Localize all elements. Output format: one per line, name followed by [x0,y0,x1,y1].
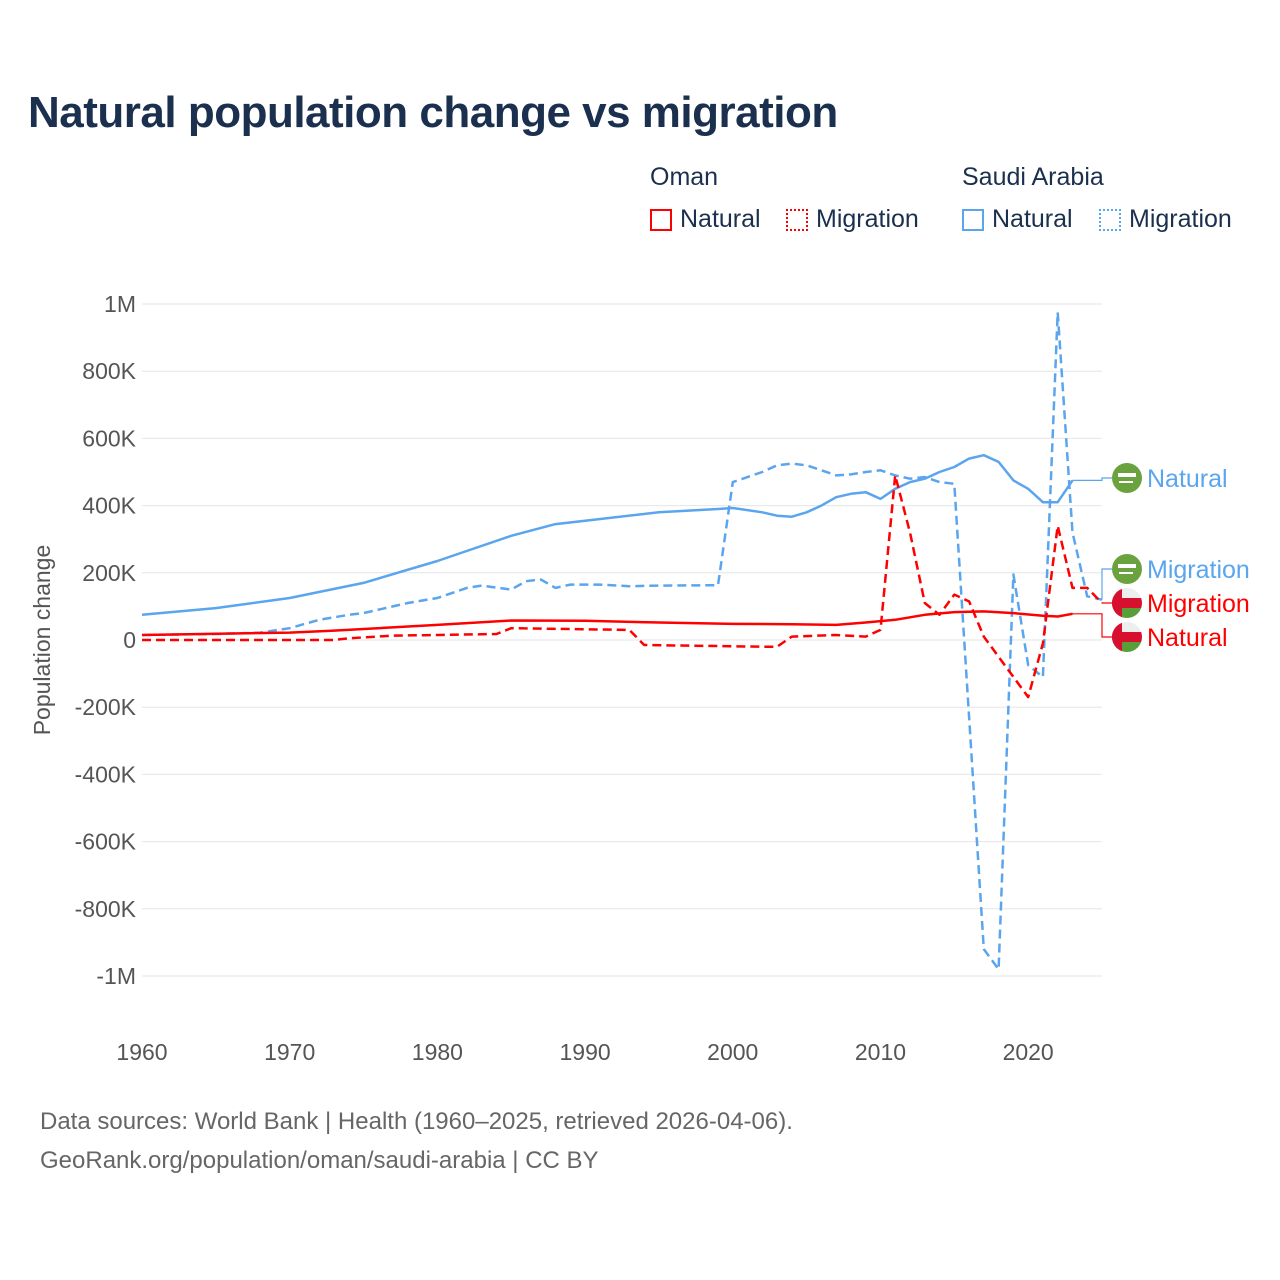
flag-sword [1119,481,1133,483]
y-tick-label: 200K [82,560,136,586]
legend-swatch-solid [962,208,984,231]
flag-circle [1112,463,1142,493]
series-line-oman-natural [141,610,1073,637]
flag-sword [1119,572,1133,574]
saudi-arabia-flag-icon [1112,463,1142,493]
legend-group-oman: Oman [650,163,719,191]
y-tick-label: 400K [82,493,136,519]
y-tick-label: -800K [75,896,137,922]
legend-label: Natural [992,205,1073,233]
y-axis-title: Population change [29,545,55,736]
y-tick-label: -600K [75,829,137,855]
source-line-1: Data sources: World Bank | Health (1960–… [40,1108,793,1135]
x-tick-label: 2020 [1003,1039,1054,1065]
x-tick-label: 1980 [412,1039,463,1065]
flag-red [1112,598,1142,608]
flag-script [1118,564,1136,568]
chart-title: Natural population change vs migration [28,88,838,137]
end-label: Migration [1147,556,1250,584]
end-label: Migration [1147,590,1250,618]
series-line-saudi-arabia-natural [141,453,1074,617]
flag-red [1112,632,1142,642]
legend-swatch-dotted [786,208,808,231]
end-label: Natural [1147,465,1228,493]
x-tick-label: 2010 [855,1039,906,1065]
y-tick-label: 800K [82,358,136,384]
flag-white [1112,588,1142,598]
flag-script [1118,473,1136,477]
x-tick-label: 1960 [116,1039,167,1065]
legend-saudi-natural[interactable]: Natural [962,205,1073,234]
legend-oman-migration[interactable]: Migration [786,205,919,234]
series-line-oman-migration [142,474,1103,699]
y-tick-label: 0 [123,627,136,653]
source-line-2[interactable]: GeoRank.org/population/oman/saudi-arabia… [40,1147,599,1174]
oman-flag-icon [1112,588,1142,618]
legend-group-saudi-arabia: Saudi Arabia [962,163,1104,191]
series-line-saudi-arabia-migration [141,311,1103,971]
legend-label: Migration [1129,205,1232,233]
label-connector [1072,613,1112,638]
x-tick-label: 1990 [559,1039,610,1065]
end-label: Natural [1147,624,1228,652]
y-tick-label: 600K [82,425,136,451]
legend-label: Migration [816,205,919,233]
legend-label: Natural [680,205,761,233]
y-tick-label: -400K [75,761,137,787]
legend-saudi-migration[interactable]: Migration [1099,205,1232,234]
flag-red-bar [1112,622,1122,652]
saudi-arabia-flag-icon [1112,554,1142,584]
flag-green [1112,642,1142,652]
flag-red-bar [1112,588,1122,618]
y-tick-label: -1M [96,963,136,989]
legend-swatch-dotted [1099,208,1121,231]
label-connector [1072,477,1112,481]
flag-green [1112,608,1142,618]
legend-oman-natural[interactable]: Natural [650,205,761,234]
flag-circle [1112,554,1142,584]
label-connector [1101,568,1112,600]
flag-white [1112,622,1142,632]
x-tick-label: 1970 [264,1039,315,1065]
oman-flag-icon [1112,622,1142,652]
legend-swatch-solid [650,208,672,231]
x-tick-label: 2000 [707,1039,758,1065]
y-tick-label: 1M [104,291,136,317]
y-tick-label: -200K [75,694,137,720]
